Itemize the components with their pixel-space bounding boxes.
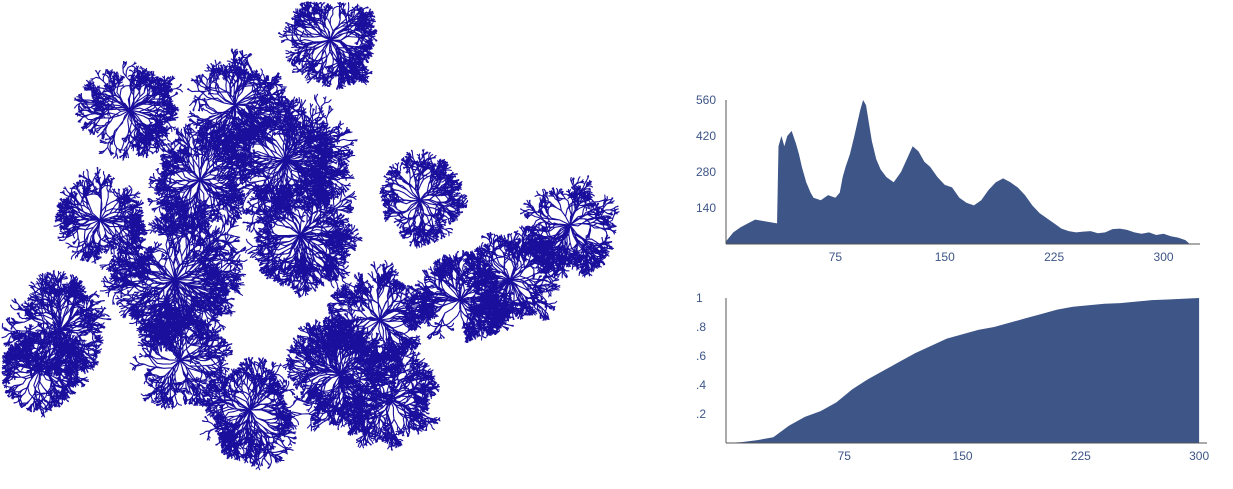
y-tick-label: 1 — [696, 291, 703, 305]
x-tick-label: 75 — [829, 250, 843, 264]
y-tick-label: .8 — [696, 320, 706, 334]
x-tick-label: 225 — [1071, 449, 1091, 463]
y-tick-label: 140 — [696, 201, 716, 215]
tree-svg — [1, 1, 620, 471]
branching-tree-image — [1, 1, 620, 471]
x-tick-label: 225 — [1044, 250, 1064, 264]
charts-svg: 75 150 225 300 140 280 420 560 75 150 225 300 .2 .4.… — [696, 93, 1209, 463]
charts-panel: 75 150 225 300 140 280 420 560 75 150 225 300 .2 .4.… — [680, 0, 1233, 484]
y-tick-label: 560 — [696, 93, 716, 107]
y-tick-label: .6 — [696, 349, 706, 363]
tree-branches — [1, 1, 620, 471]
cumulative-chart: 75 150 225 300 .2 .4 .6 .8 1 — [696, 291, 1209, 463]
x-tick-label: 75 — [838, 449, 852, 463]
area-series — [726, 298, 1200, 443]
x-tick-label: 150 — [935, 250, 955, 264]
x-tick-label: 300 — [1189, 449, 1209, 463]
area-series — [726, 100, 1190, 244]
x-tick-label: 300 — [1154, 250, 1174, 264]
y-tick-label: 420 — [696, 129, 716, 143]
y-tick-label: .2 — [696, 407, 706, 421]
y-tick-label: 280 — [696, 165, 716, 179]
x-tick-label: 150 — [953, 449, 973, 463]
histogram-chart: 75 150 225 300 140 280 420 560 — [696, 93, 1200, 264]
y-tick-label: .4 — [696, 378, 706, 392]
